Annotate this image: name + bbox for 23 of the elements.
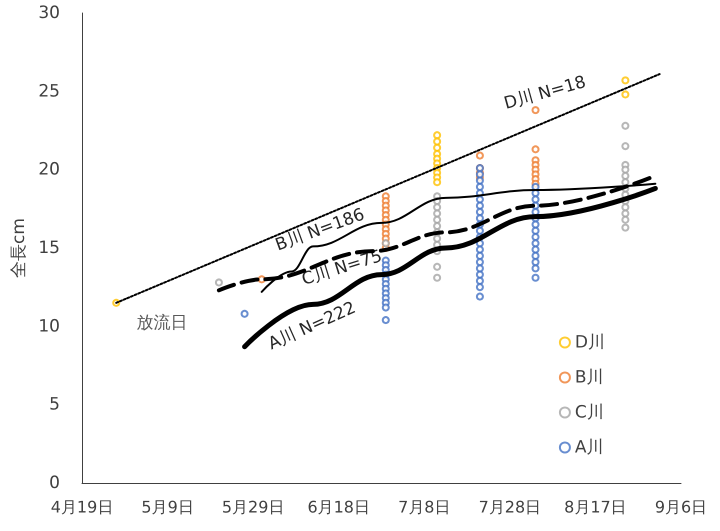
annotation: C川 N=75 (299, 246, 385, 290)
x-tick-label: 7月28日 (478, 498, 542, 516)
legend-label: A川 (574, 438, 604, 458)
y-axis-title: 全長cm (8, 218, 29, 278)
legend-label: C川 (574, 402, 604, 422)
legend-label: D川 (574, 332, 606, 352)
legend-label: B川 (574, 368, 604, 388)
x-tick-label: 6月18日 (307, 498, 370, 516)
annotation: 放流日 (136, 313, 188, 333)
x-tick-label: 4月19日 (50, 498, 114, 516)
y-tick-label: 25 (38, 81, 60, 102)
x-tick-label: 5月29日 (222, 498, 284, 516)
x-tick-label: 5月9日 (141, 498, 194, 516)
y-tick-label: 5 (49, 394, 60, 415)
x-tick-label: 8月17日 (564, 498, 627, 516)
y-tick-label: 30 (38, 3, 60, 23)
y-tick-label: 10 (38, 316, 60, 336)
annotation: D川 N=18 (502, 72, 588, 114)
y-tick-label: 20 (38, 160, 60, 180)
x-tick-label: 7月8日 (398, 498, 450, 516)
y-tick-label: 15 (38, 238, 60, 258)
x-tick-label: 9月6日 (654, 498, 708, 516)
y-tick-label: 0 (49, 473, 60, 493)
